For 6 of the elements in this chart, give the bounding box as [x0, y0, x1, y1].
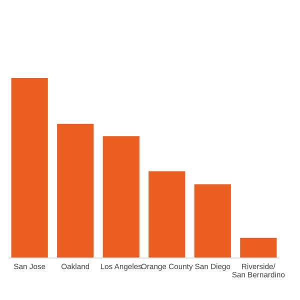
bar — [11, 78, 48, 258]
bar — [57, 124, 94, 258]
bar — [148, 171, 186, 258]
bar — [194, 184, 231, 258]
bar — [240, 238, 277, 258]
bar — [102, 136, 140, 258]
